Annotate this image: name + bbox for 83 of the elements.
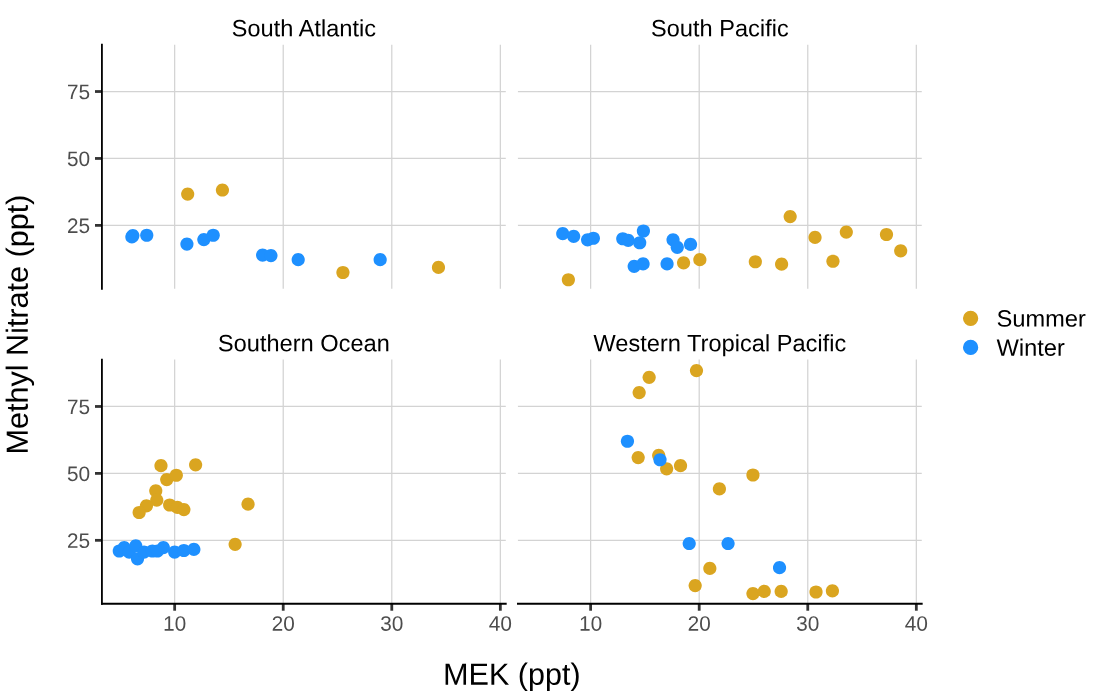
point	[703, 561, 717, 576]
y-tick-label: 75	[68, 84, 90, 100]
point	[642, 370, 656, 384]
point	[653, 453, 667, 467]
point	[215, 183, 230, 197]
point	[688, 578, 702, 593]
point	[826, 254, 840, 268]
point	[808, 230, 822, 245]
y-tick-label: 25	[67, 533, 90, 549]
y-tick-label: 25	[67, 218, 90, 234]
point	[621, 233, 635, 247]
point	[431, 260, 446, 274]
point	[567, 229, 581, 243]
point	[156, 540, 170, 555]
point	[673, 459, 688, 473]
point	[561, 273, 575, 287]
point	[683, 237, 698, 251]
x-tick-label: 10	[580, 616, 602, 631]
x-tick-label: 20	[272, 616, 294, 631]
point	[620, 434, 635, 448]
point	[632, 385, 646, 400]
point	[264, 249, 278, 263]
point	[748, 255, 762, 269]
point	[228, 537, 242, 551]
point	[636, 257, 650, 271]
point	[660, 462, 674, 476]
point	[556, 227, 570, 241]
point	[660, 257, 674, 271]
x-tick-label: 30	[796, 616, 819, 631]
point	[775, 257, 789, 271]
point	[809, 585, 823, 599]
point	[189, 458, 203, 472]
point	[746, 468, 760, 482]
y-axis-title: Methyl Nitrate (ppt)	[5, 196, 35, 452]
point	[633, 236, 647, 250]
point	[772, 561, 787, 575]
x-axis-title: MEK (ppt)	[445, 662, 579, 692]
chart-title: Southern Ocean	[218, 334, 389, 352]
point	[154, 459, 168, 473]
point	[636, 224, 650, 238]
x-tick-label: 40	[489, 616, 512, 631]
point	[825, 584, 839, 598]
point	[206, 228, 220, 242]
point	[757, 584, 771, 599]
x-tick-label: 40	[905, 616, 928, 631]
point	[187, 542, 201, 557]
point	[150, 493, 164, 507]
point	[894, 244, 908, 258]
point	[336, 265, 350, 280]
y-tick-label: 50	[67, 466, 90, 482]
legend-label: Summer	[997, 310, 1086, 327]
chart-title: South Atlantic	[232, 19, 376, 37]
chart-title: Western Tropical Pacific	[593, 334, 846, 357]
point	[177, 502, 191, 517]
point	[746, 587, 760, 601]
chart-title: South Pacific	[652, 19, 789, 37]
x-tick-label: 30	[381, 616, 403, 631]
point	[670, 240, 684, 254]
point	[586, 231, 600, 245]
point	[132, 505, 146, 520]
point	[689, 364, 704, 378]
x-tick-label: 20	[688, 616, 710, 631]
point	[783, 209, 797, 224]
point	[373, 253, 387, 267]
point	[631, 451, 645, 465]
point	[693, 253, 707, 267]
point	[721, 536, 735, 551]
y-tick-label: 50	[67, 151, 90, 167]
point	[682, 536, 696, 551]
point	[774, 584, 788, 599]
point	[712, 482, 726, 496]
y-tick-label: 75	[68, 399, 90, 415]
point	[169, 468, 183, 482]
point	[879, 227, 894, 242]
point	[180, 237, 194, 251]
point	[241, 497, 255, 511]
point	[676, 256, 691, 270]
x-tick-label: 10	[164, 616, 186, 631]
point	[181, 187, 195, 201]
point	[140, 228, 154, 242]
legend-label: Winter	[996, 338, 1065, 356]
point	[839, 225, 853, 239]
point	[291, 253, 305, 267]
